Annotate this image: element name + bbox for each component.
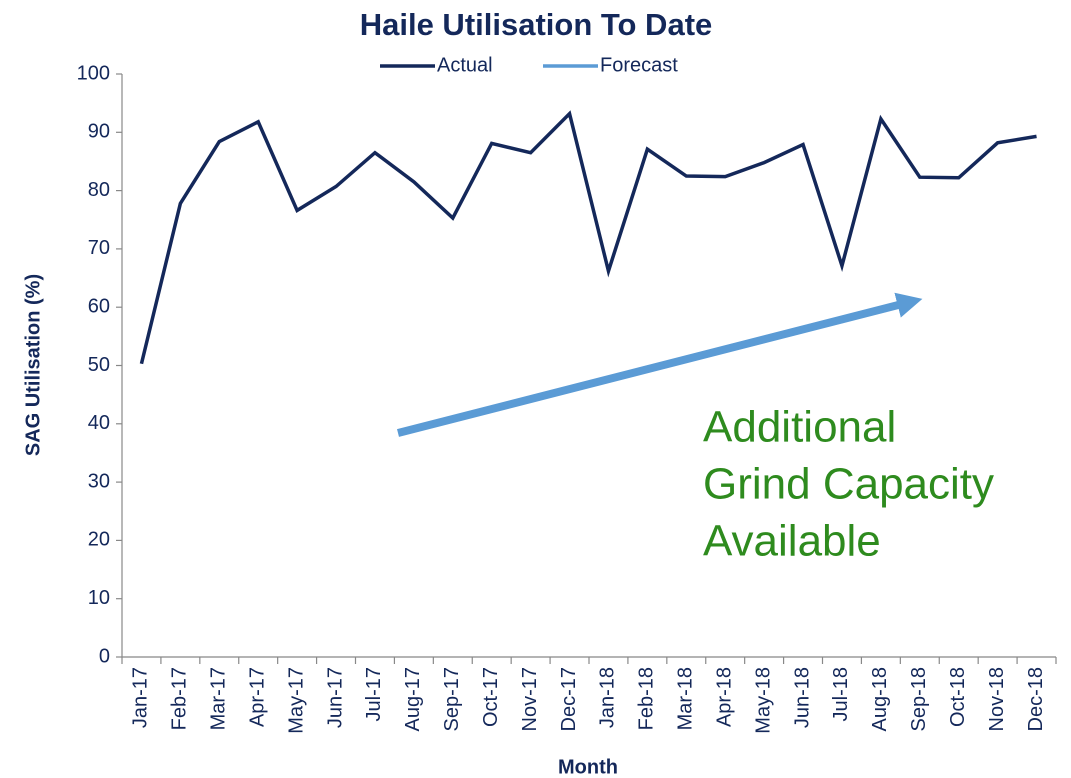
y-tick-label: 0 xyxy=(99,645,110,667)
y-tick-label: 50 xyxy=(88,354,110,376)
y-tick-label: 10 xyxy=(88,587,110,609)
y-tick-label: 20 xyxy=(88,529,110,551)
y-tick-label: 100 xyxy=(77,62,110,84)
y-tick-label: 90 xyxy=(88,121,110,143)
x-tick-label: Oct-18 xyxy=(947,667,969,727)
x-tick-label: Nov-18 xyxy=(986,667,1008,731)
x-tick-label: May-17 xyxy=(285,667,307,734)
x-tick-label: Apr-18 xyxy=(713,667,735,727)
annotation: Additional xyxy=(703,403,896,452)
legend-label: Actual xyxy=(437,54,493,76)
annotation: Grind Capacity xyxy=(703,460,994,509)
x-tick-label: Mar-17 xyxy=(208,667,230,730)
x-tick-label: Nov-17 xyxy=(519,667,541,731)
x-tick-label: Feb-17 xyxy=(169,667,191,730)
y-tick-label: 60 xyxy=(88,295,110,317)
y-tick-label: 70 xyxy=(88,237,110,259)
x-tick-label: Dec-18 xyxy=(1025,667,1047,731)
x-tick-label: Dec-17 xyxy=(558,667,580,731)
x-tick-label: Jun-17 xyxy=(324,667,346,728)
x-tick-label: Oct-17 xyxy=(480,667,502,727)
y-tick-label: 30 xyxy=(88,470,110,492)
x-tick-label: Aug-17 xyxy=(402,667,424,732)
x-tick-label: Mar-18 xyxy=(675,667,697,730)
chart-title: Haile Utilisation To Date xyxy=(360,7,713,42)
x-tick-label: Jun-18 xyxy=(791,667,813,728)
x-tick-label: Apr-17 xyxy=(246,667,268,727)
x-tick-label: Jul-18 xyxy=(830,667,852,721)
x-tick-label: Sep-17 xyxy=(441,667,463,732)
y-tick-label: 40 xyxy=(88,412,110,434)
x-tick-label: Jul-17 xyxy=(363,667,385,721)
x-axis-title: Month xyxy=(558,756,618,778)
legend-label: Forecast xyxy=(600,54,678,76)
x-tick-label: Jan-17 xyxy=(130,667,152,728)
x-tick-label: Aug-18 xyxy=(869,667,891,732)
y-axis-title: SAG Utilisation (%) xyxy=(22,274,44,456)
annotation-arrow xyxy=(397,292,923,437)
y-tick-label: 80 xyxy=(88,179,110,201)
x-tick-label: May-18 xyxy=(752,667,774,734)
x-tick-label: Jan-18 xyxy=(597,667,619,728)
data-line xyxy=(139,110,1037,365)
x-tick-label: Sep-18 xyxy=(908,667,930,732)
x-tick-label: Feb-18 xyxy=(636,667,658,730)
annotation: Available xyxy=(703,517,881,566)
